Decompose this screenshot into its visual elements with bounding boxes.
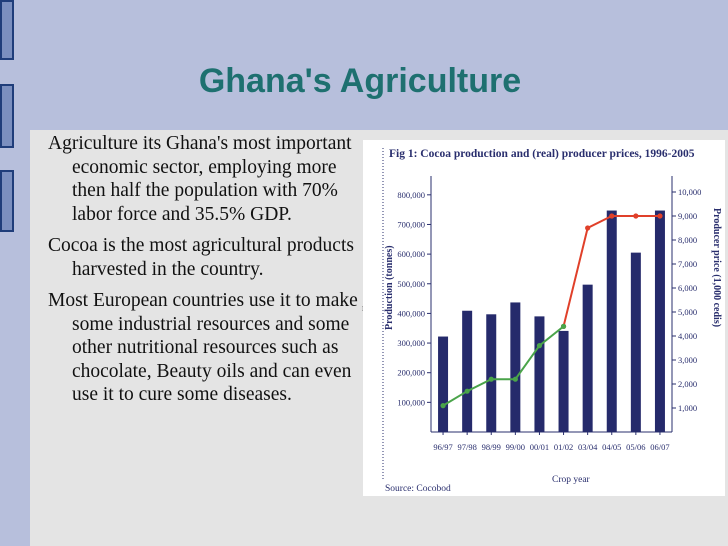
chart-source: Source: Cocobod (385, 484, 451, 494)
y2-tick-label: 2,000 (678, 379, 697, 389)
body-text: Agriculture its Ghana's most important e… (48, 132, 363, 415)
producer-price-point (536, 343, 543, 349)
bar-97-98 (462, 310, 473, 432)
real-price-point (657, 213, 663, 219)
x-tick-label: 03/04 (578, 442, 598, 452)
paragraph-economy: Agriculture its Ghana's most important e… (48, 133, 352, 225)
paragraph-cocoa: Cocoa is the most agricultural products … (48, 235, 354, 280)
bar-01-02 (558, 330, 569, 432)
y-tick-label: 600,000 (397, 249, 425, 259)
y-tick-label: 400,000 (397, 308, 425, 318)
x-tick-label: 98/99 (482, 442, 501, 452)
y-tick-label: 500,000 (397, 279, 425, 289)
bar-03-04 (582, 284, 593, 432)
y2-tick-label: 5,000 (678, 307, 697, 317)
y2-tick-label: 9,000 (678, 211, 697, 221)
producer-price-point (440, 403, 446, 409)
x-tick-label: 96/97 (433, 442, 452, 452)
real-price-point (609, 213, 615, 219)
y2-tick-label: 4,000 (678, 331, 697, 341)
accent-box-top (0, 0, 14, 60)
x-tick-label: 04/05 (602, 442, 621, 452)
bar-98-99 (486, 314, 497, 432)
y2-axis-label: Producer price (1,000 cedis) (711, 208, 722, 327)
paragraph-europe: Most European countries use it to make s… (48, 290, 358, 405)
y2-tick-label: 10,000 (678, 187, 701, 197)
real-price-point (633, 213, 639, 219)
x-tick-label: 00/01 (530, 442, 549, 452)
x-axis-label: Crop year (552, 475, 591, 485)
y-tick-label: 800,000 (397, 190, 425, 200)
producer-price-point (560, 323, 567, 329)
y2-tick-label: 6,000 (678, 283, 697, 293)
x-tick-label: 99/00 (506, 442, 525, 452)
accent-box-lower (0, 170, 14, 232)
x-tick-label: 05/06 (626, 442, 645, 452)
y2-tick-label: 8,000 (678, 235, 697, 245)
bar-00-01 (534, 316, 545, 432)
y-tick-label: 200,000 (397, 368, 425, 378)
accent-box-middle (0, 84, 14, 148)
bar-05-06 (630, 252, 641, 432)
producer-price-point (488, 376, 494, 382)
bar-96-97 (438, 336, 449, 432)
y-tick-label: 700,000 (397, 219, 425, 229)
producer-price-point (464, 388, 470, 394)
y2-tick-label: 3,000 (678, 355, 697, 365)
producer-price-line (442, 325, 565, 407)
bar-99-00 (510, 302, 521, 432)
x-tick-label: 97/98 (457, 442, 476, 452)
x-tick-label: 01/02 (554, 442, 573, 452)
y2-tick-label: 1,000 (678, 403, 697, 413)
y-tick-label: 300,000 (397, 338, 425, 348)
real-price-point (585, 225, 591, 231)
cocoa-chart: Fig 1: Cocoa production and (real) produ… (382, 148, 722, 494)
chart-image: Fig 1: Cocoa production and (real) produ… (363, 140, 725, 496)
y-tick-label: 100,000 (397, 397, 425, 407)
y2-tick-label: 7,000 (678, 259, 697, 269)
producer-price-point (512, 376, 518, 382)
bar-04-05 (606, 210, 617, 432)
y-axis-label: Production (tonnes) (384, 245, 395, 330)
x-tick-label: 06/07 (650, 442, 669, 452)
slide-title: Ghana's Agriculture (198, 62, 522, 100)
chart-title: Fig 1: Cocoa production and (real) produ… (389, 148, 695, 160)
bar-06-07 (654, 210, 665, 432)
